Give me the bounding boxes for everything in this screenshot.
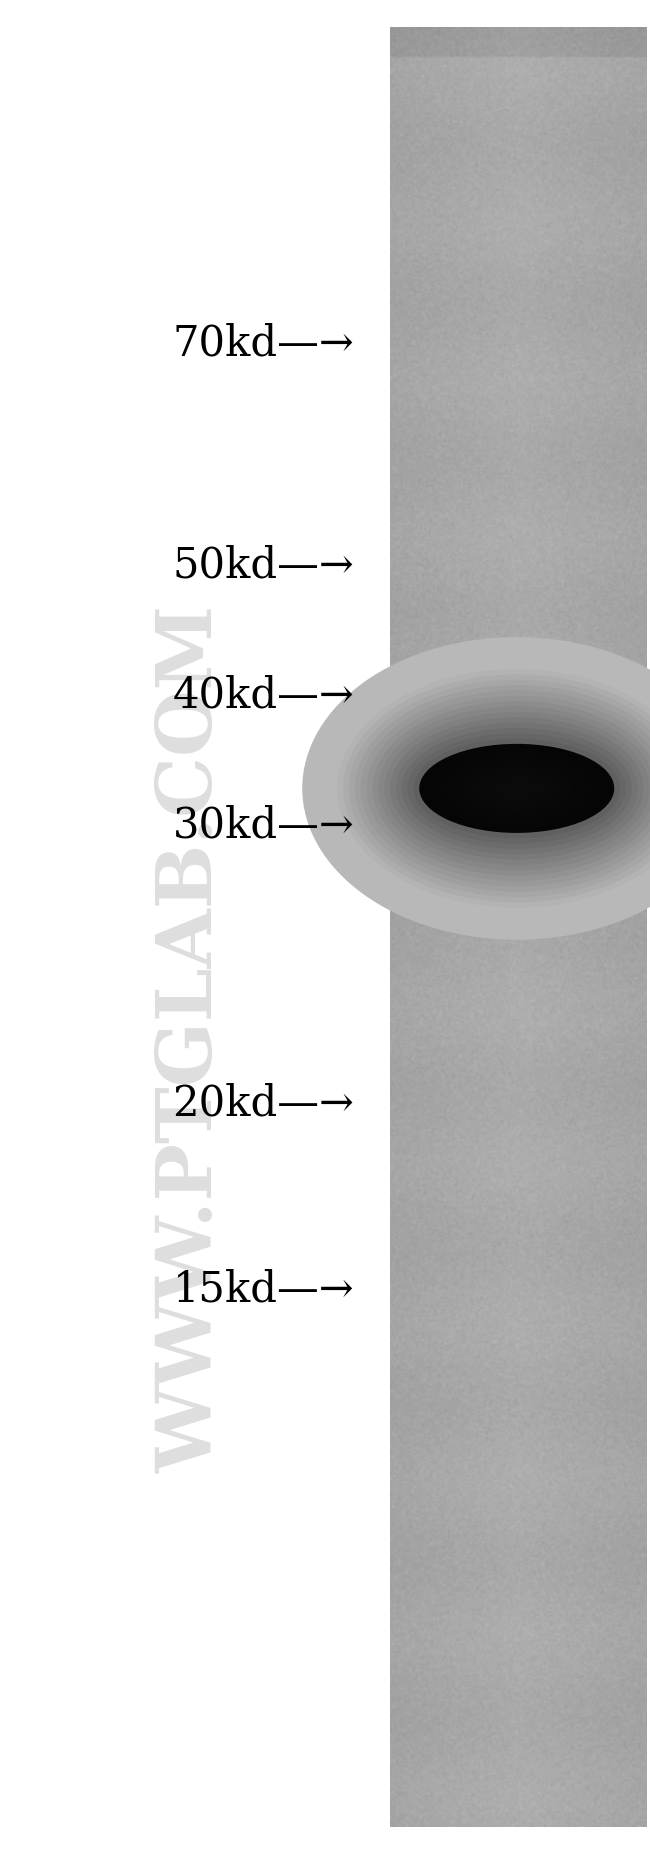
Ellipse shape (471, 768, 562, 809)
Ellipse shape (445, 755, 588, 822)
Ellipse shape (396, 722, 638, 855)
Ellipse shape (482, 772, 552, 805)
Ellipse shape (332, 664, 650, 913)
Text: 20kd—→: 20kd—→ (172, 1083, 354, 1124)
Text: 30kd—→: 30kd—→ (172, 805, 354, 846)
Ellipse shape (367, 696, 650, 881)
Ellipse shape (487, 775, 547, 801)
Ellipse shape (372, 701, 650, 876)
Ellipse shape (492, 777, 541, 800)
Ellipse shape (326, 659, 650, 918)
Text: 50kd—→: 50kd—→ (172, 545, 354, 586)
Ellipse shape (343, 675, 650, 902)
Ellipse shape (337, 670, 650, 907)
Text: 40kd—→: 40kd—→ (172, 675, 354, 716)
Ellipse shape (424, 746, 609, 831)
Ellipse shape (435, 751, 599, 825)
Ellipse shape (413, 738, 620, 838)
Ellipse shape (440, 753, 593, 824)
Ellipse shape (320, 653, 650, 924)
Ellipse shape (408, 733, 626, 844)
Ellipse shape (450, 759, 583, 818)
Ellipse shape (461, 762, 573, 814)
Ellipse shape (390, 718, 644, 859)
Ellipse shape (308, 642, 650, 935)
Ellipse shape (361, 690, 650, 887)
Ellipse shape (476, 770, 557, 807)
Ellipse shape (384, 712, 649, 864)
Ellipse shape (497, 779, 536, 798)
Ellipse shape (456, 761, 578, 816)
Ellipse shape (402, 727, 632, 850)
Ellipse shape (419, 744, 614, 833)
Ellipse shape (430, 749, 604, 827)
Text: 70kd—→: 70kd—→ (172, 323, 354, 364)
Ellipse shape (355, 684, 650, 892)
Ellipse shape (349, 679, 650, 898)
Ellipse shape (314, 647, 650, 929)
Text: 15kd—→: 15kd—→ (173, 1269, 354, 1310)
Text: WWW.PTGLAB.COM: WWW.PTGLAB.COM (155, 605, 229, 1473)
Ellipse shape (378, 707, 650, 870)
Ellipse shape (466, 766, 567, 811)
Ellipse shape (302, 636, 650, 940)
